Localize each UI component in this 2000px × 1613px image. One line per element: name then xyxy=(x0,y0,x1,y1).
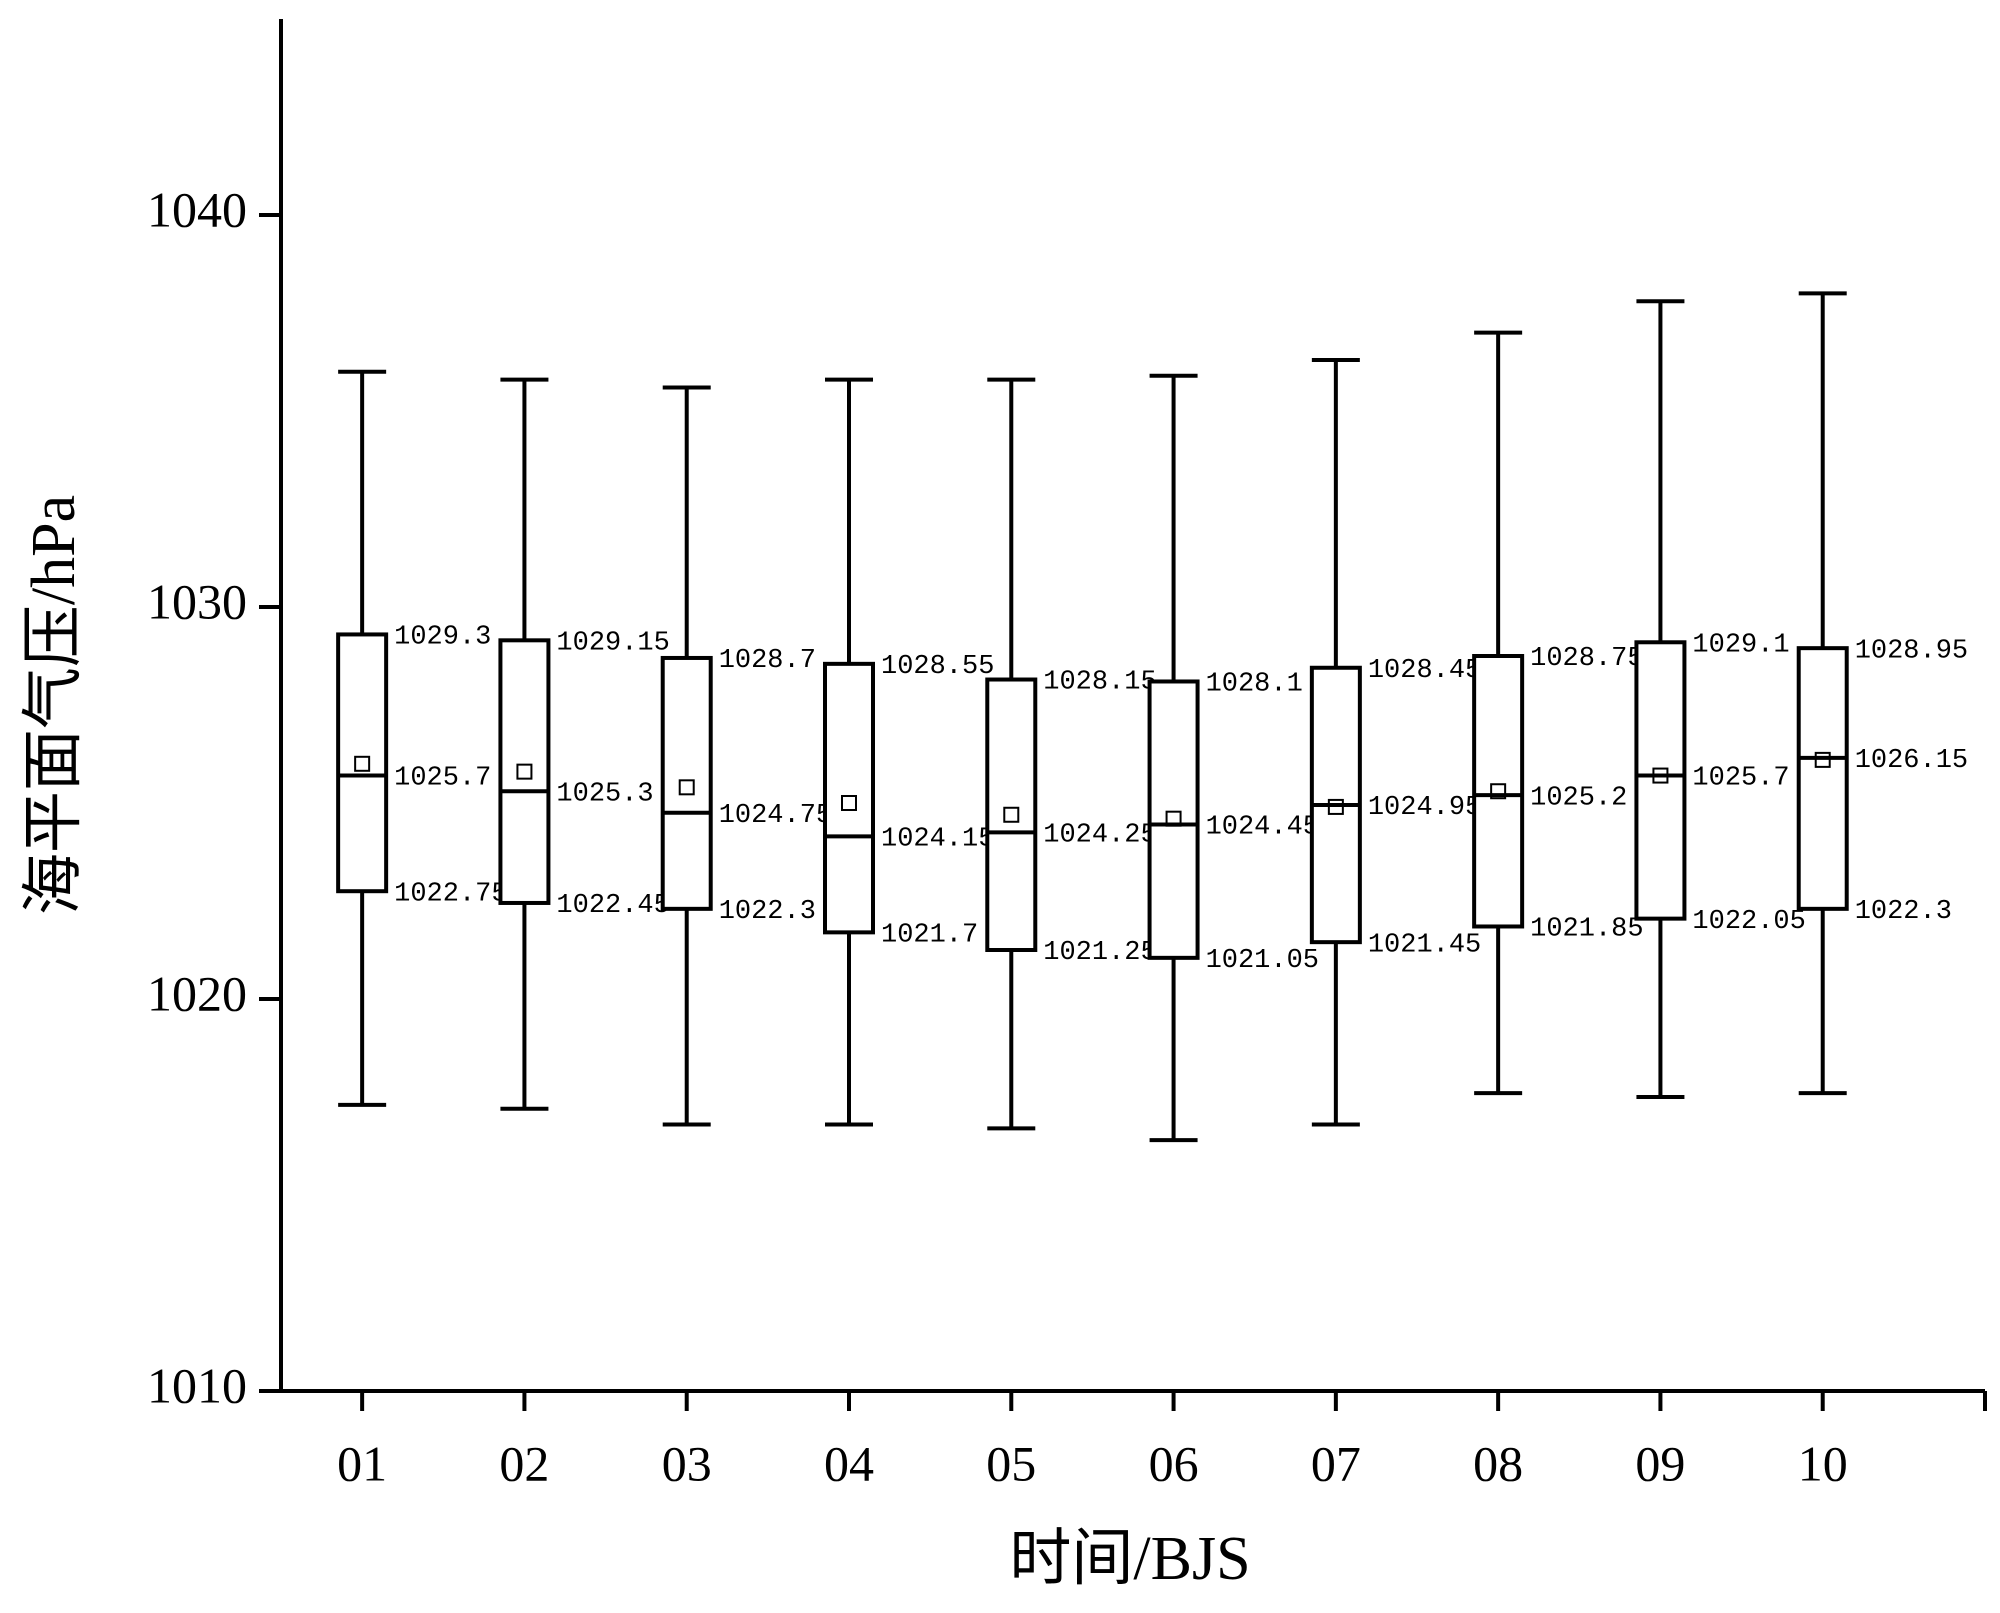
value-label: 1025.3 xyxy=(556,779,653,809)
value-label: 1026.15 xyxy=(1855,746,1968,776)
value-label: 1028.7 xyxy=(719,646,816,676)
x-tick-label: 06 xyxy=(1149,1435,1199,1491)
y-axis-title: 海平面气压/hPa xyxy=(20,495,88,915)
x-tick-label: 04 xyxy=(824,1435,874,1491)
value-label: 1024.95 xyxy=(1368,793,1481,823)
mean-marker xyxy=(841,795,857,811)
box xyxy=(1147,679,1200,960)
value-label: 1022.05 xyxy=(1692,907,1805,937)
value-label: 1029.3 xyxy=(394,623,491,653)
value-label: 1022.3 xyxy=(719,897,816,927)
value-label: 1024.75 xyxy=(719,801,832,831)
x-tick-label: 03 xyxy=(662,1435,712,1491)
value-label: 1028.75 xyxy=(1530,644,1643,674)
value-label: 1022.75 xyxy=(394,879,507,909)
y-tick-label: 1030 xyxy=(147,573,247,629)
y-tick-label: 1040 xyxy=(147,181,247,237)
mean-marker xyxy=(1003,806,1020,823)
value-label: 1028.95 xyxy=(1855,636,1968,666)
value-label: 1024.45 xyxy=(1206,813,1319,843)
value-label: 1028.45 xyxy=(1368,656,1481,686)
box xyxy=(1796,646,1849,911)
value-label: 1021.7 xyxy=(881,920,978,950)
value-label: 1024.15 xyxy=(881,824,994,854)
x-tick-label: 10 xyxy=(1798,1435,1848,1491)
mean-marker xyxy=(1165,810,1182,827)
box xyxy=(1634,640,1687,921)
y-tick-label: 1010 xyxy=(147,1357,247,1413)
value-label: 1021.85 xyxy=(1530,915,1643,945)
value-label: 1025.2 xyxy=(1530,783,1627,813)
value-label: 1028.55 xyxy=(881,652,994,682)
value-label: 1024.25 xyxy=(1043,821,1156,851)
mean-marker xyxy=(678,779,695,796)
value-label: 1029.15 xyxy=(556,628,669,658)
x-tick-label: 07 xyxy=(1311,1435,1361,1491)
x-tick-label: 08 xyxy=(1473,1435,1523,1491)
box xyxy=(336,632,389,894)
value-label: 1021.05 xyxy=(1206,946,1319,976)
x-tick-label: 05 xyxy=(986,1435,1036,1491)
x-axis-title: 时间/BJS xyxy=(1009,1525,1250,1593)
value-label: 1029.1 xyxy=(1692,630,1789,660)
value-label: 1025.7 xyxy=(1692,764,1789,794)
box xyxy=(660,655,713,911)
box xyxy=(823,661,875,935)
value-label: 1028.15 xyxy=(1043,668,1156,698)
value-label: 1021.45 xyxy=(1368,930,1481,960)
mean-marker xyxy=(354,755,371,772)
mean-marker xyxy=(1490,783,1507,800)
x-tick-label: 02 xyxy=(499,1435,549,1491)
mean-marker xyxy=(1327,798,1344,815)
value-label: 1025.7 xyxy=(394,764,491,794)
box xyxy=(498,638,551,905)
value-label: 1021.25 xyxy=(1043,938,1156,968)
mean-marker xyxy=(516,763,533,780)
mean-marker xyxy=(1814,751,1831,768)
value-label: 1022.45 xyxy=(556,891,669,921)
x-tick-label: 09 xyxy=(1635,1435,1685,1491)
box xyxy=(1472,654,1525,929)
value-label: 1022.3 xyxy=(1855,897,1952,927)
mean-marker xyxy=(1652,767,1669,784)
x-tick-label: 01 xyxy=(337,1435,387,1491)
y-tick-label: 1020 xyxy=(147,965,247,1021)
box xyxy=(985,677,1038,953)
value-label: 1028.1 xyxy=(1206,670,1303,700)
